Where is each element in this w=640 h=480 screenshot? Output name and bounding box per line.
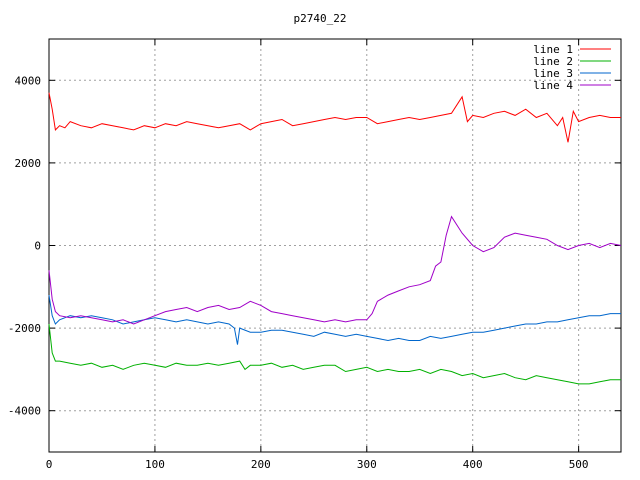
x-tick-label: 500 <box>569 458 589 471</box>
y-tick-label: 4000 <box>15 74 42 87</box>
series-line-1 <box>48 92 621 143</box>
chart-title: p2740_22 <box>293 12 347 25</box>
series-line-4 <box>48 215 622 325</box>
y-tick-label: 2000 <box>15 157 42 170</box>
axes: 0 100 200 300 400 500 -4000 -2000 0 2000 4000 <box>8 38 622 471</box>
x-tick-label: 400 <box>463 458 483 471</box>
x-tick-label: 0 <box>46 458 53 471</box>
x-tick-label: 200 <box>251 458 271 471</box>
y-tick-label: -4000 <box>8 405 41 418</box>
grid <box>49 39 621 452</box>
legend-label-3: line 3 <box>533 67 573 80</box>
series-line-2 <box>48 323 621 385</box>
legend-label-1: line 1 <box>533 43 573 56</box>
series <box>48 92 622 385</box>
x-tick-label: 100 <box>145 458 165 471</box>
y-tick-label: -2000 <box>8 322 41 335</box>
legend-label-4: line 4 <box>533 79 573 92</box>
y-tick-label: 0 <box>34 240 41 253</box>
legend-label-2: line 2 <box>533 55 573 68</box>
x-tick-label: 300 <box>357 458 377 471</box>
